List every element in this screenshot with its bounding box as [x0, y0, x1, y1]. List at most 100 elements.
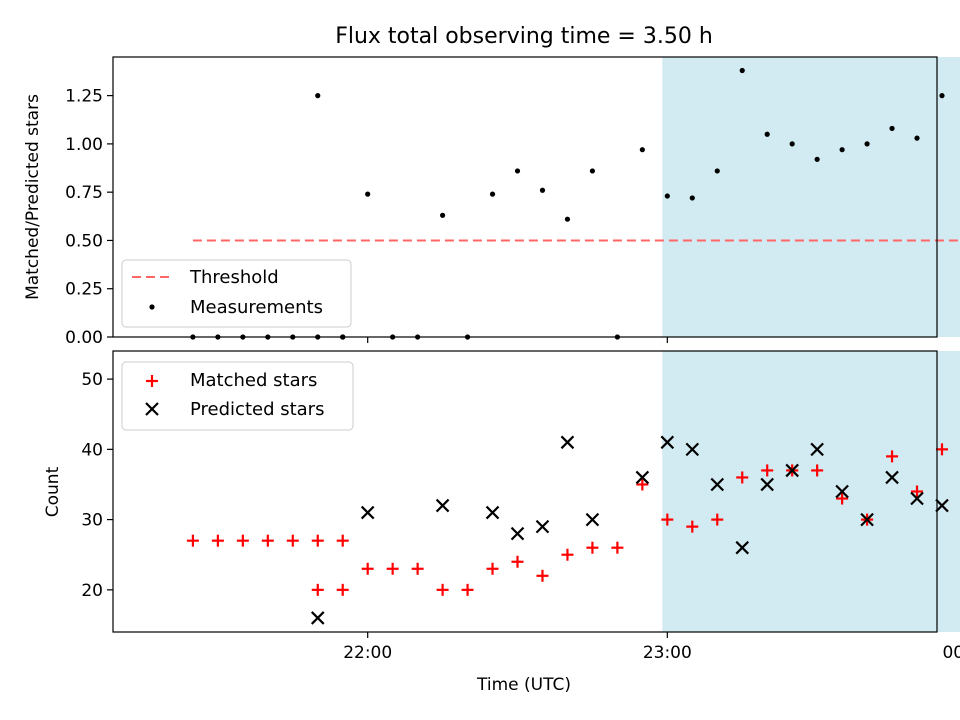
bottom-y-tick-label: 20	[81, 581, 103, 601]
measurement-point	[889, 125, 895, 132]
predicted-star-stroke-b	[635, 470, 650, 485]
matched-legend-swatch	[146, 375, 158, 387]
predicted-star-stroke-b	[360, 505, 375, 520]
predicted-star-point	[860, 512, 874, 527]
predicted-star-stroke-b	[710, 477, 725, 492]
x-axis-label: Time (UTC)	[476, 675, 571, 695]
measurements-legend-swatch	[149, 304, 155, 310]
predicted-star-stroke-b	[485, 505, 500, 520]
matched-star-point	[911, 485, 924, 498]
bottom-x-tick-label: 00:00	[942, 643, 960, 663]
measurement-point	[739, 67, 745, 74]
matched-star-point	[836, 492, 849, 505]
measurement-point	[814, 156, 820, 162]
predicted-star-point	[935, 498, 949, 513]
top-shaded-region	[662, 57, 960, 337]
predicted-star-stroke-b	[810, 442, 824, 457]
bottom-legend-box	[121, 361, 354, 431]
predicted-star-stroke-b	[910, 491, 924, 506]
top-y-tick-label: 0.25	[65, 280, 103, 300]
bottom-y-axis-label: Count	[43, 466, 63, 517]
matched-star-point	[686, 520, 699, 533]
top-y-tick-label: 0.75	[65, 183, 103, 203]
matched-star-point	[736, 471, 749, 484]
top-x-ticks	[367, 337, 668, 343]
matched-legend-label: Matched stars	[190, 370, 317, 391]
predicted-star-stroke-b	[535, 519, 550, 534]
predicted-star-point	[910, 491, 924, 506]
predicted-star-stroke-b	[860, 512, 874, 527]
matched-star-point	[711, 513, 724, 526]
predicted-star-point	[535, 519, 550, 534]
predicted-star-point	[485, 505, 500, 520]
top-axes-frame	[112, 56, 938, 338]
predicted-star-stroke-b	[735, 540, 750, 555]
predicted-star-stroke-b	[660, 435, 675, 450]
matched-star-point	[386, 562, 399, 575]
matched-star-point	[486, 562, 499, 575]
bottom-y-ticks: 20 30 40 50	[81, 370, 113, 601]
top-y-tick-label: 1.00	[65, 135, 103, 155]
count-points	[186, 435, 949, 625]
matched-star-point	[586, 541, 599, 554]
top-panel: 0.00 0.25 0.50 0.75 1.00 1.25 Matched/Predict…	[23, 56, 960, 348]
bottom-x-tick-label: 23:00	[643, 643, 692, 663]
measurement-point	[639, 147, 645, 153]
chart-title: Flux total observing time = 3.50 h	[335, 24, 713, 49]
measurement-point	[714, 168, 720, 174]
measurement-point	[589, 168, 596, 174]
predicted-star-point	[585, 512, 600, 527]
measurement-point	[789, 141, 795, 147]
top-y-tick-label: 0.50	[65, 231, 103, 251]
matched-star-point	[761, 464, 774, 477]
predicted-star-point	[435, 498, 450, 513]
predicted-star-point	[560, 435, 575, 450]
predicted-star-point	[735, 540, 750, 555]
matched-star-point	[636, 478, 649, 491]
threshold-legend-label: Threshold	[189, 267, 279, 288]
measurement-point	[489, 191, 496, 197]
predicted-legend-swatch	[145, 402, 159, 416]
matched-star-point	[611, 541, 624, 554]
predicted-star-point	[760, 477, 774, 492]
matched-star-point	[536, 569, 549, 582]
predicted-star-stroke-b	[935, 498, 949, 513]
bottom-legend: Matched stars Predicted stars	[121, 361, 354, 431]
measurement-point	[564, 216, 571, 222]
matched-star-point	[311, 583, 324, 596]
predicted-star-stroke-b	[560, 435, 575, 450]
bottom-y-tick-label: 50	[81, 370, 103, 390]
matched-star-point	[286, 534, 299, 547]
bottom-x-tick-label: 22:00	[343, 643, 392, 663]
top-legend: Threshold Measurements	[121, 259, 352, 328]
predicted-star-stroke-b	[685, 442, 700, 457]
matched-star-point	[211, 534, 224, 547]
predicted-star-point	[835, 484, 849, 499]
matched-star-point	[511, 555, 524, 568]
matched-star-point	[186, 534, 199, 547]
predicted-star-point	[310, 611, 325, 625]
predicted-legend-label: Predicted stars	[190, 399, 324, 420]
matched-star-point	[336, 534, 349, 547]
predicted-star-point	[360, 505, 375, 520]
measurement-point	[440, 212, 446, 218]
measurement-point	[864, 141, 870, 147]
measurement-point	[939, 93, 945, 99]
measurement-point	[914, 135, 920, 141]
predicted-star-stroke-b	[510, 526, 525, 541]
predicted-star-point	[635, 470, 650, 485]
top-y-tick-label: 0.00	[65, 328, 103, 348]
measurement-point	[539, 187, 546, 193]
matched-star-point	[935, 443, 948, 456]
predicted-star-point	[785, 463, 799, 478]
predicted-star-point	[810, 442, 824, 457]
matched-star-point	[811, 464, 824, 477]
predicted-star-stroke-b	[835, 484, 849, 499]
predicted-star-point	[660, 435, 675, 450]
top-legend-box	[121, 259, 352, 328]
predicted-star-point	[885, 470, 899, 485]
predicted-star-point	[685, 442, 700, 457]
predicted-star-stroke-b	[310, 611, 325, 625]
